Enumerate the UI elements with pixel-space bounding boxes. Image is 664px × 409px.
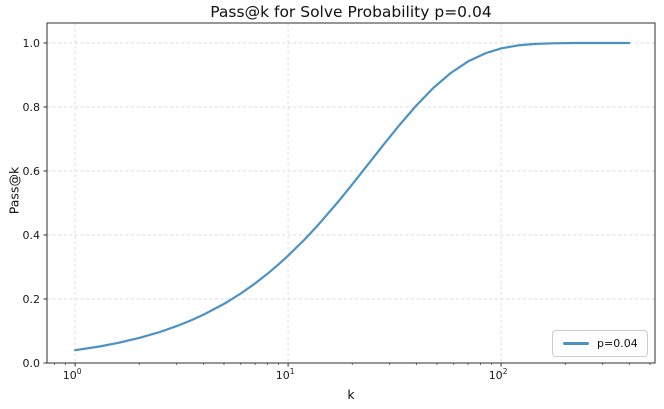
x-tick-label: 101 — [276, 367, 295, 382]
y-tick-label: 1.0 — [23, 37, 41, 50]
x-tick-label: 100 — [63, 367, 82, 382]
legend-label: p=0.04 — [597, 337, 638, 350]
y-tick-label: 0.4 — [23, 229, 41, 242]
y-tick-label: 0.6 — [23, 165, 41, 178]
legend: p=0.04 — [552, 330, 648, 357]
axes-border — [46, 22, 656, 364]
x-axis-label: k — [347, 387, 355, 402]
y-tick-label: 0.8 — [23, 101, 41, 114]
y-tick-label: 0.0 — [23, 357, 41, 370]
legend-line-swatch — [563, 342, 589, 345]
y-tick-label: 0.2 — [23, 293, 41, 306]
series-line — [74, 41, 631, 352]
chart-title: Pass@k for Solve Probability p=0.04 — [210, 3, 492, 21]
x-tick-label: 102 — [489, 367, 508, 382]
